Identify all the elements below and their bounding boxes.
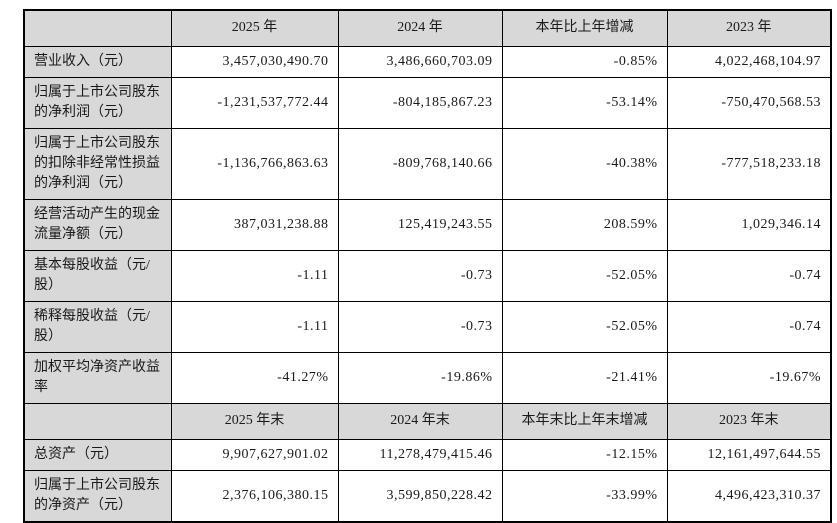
value-2023: 4,496,423,310.37 [666, 469, 832, 522]
value-2024: 125,419,243.55 [337, 198, 503, 251]
value-2023: -777,518,233.18 [666, 127, 832, 200]
value-2025: -41.27% [170, 351, 339, 404]
table-row-basic-eps: 基本每股收益（元/股） -1.11 -0.73 -52.05% -0.74 [23, 249, 832, 302]
value-2024: -809,768,140.66 [337, 127, 503, 200]
value-2025: -1.11 [170, 300, 339, 353]
value-2023: -0.74 [666, 300, 832, 353]
value-change: -53.14% [501, 76, 668, 129]
table-row-total-assets: 总资产（元） 9,907,627,901.02 11,278,479,415.4… [23, 438, 832, 471]
table-row-weighted-avg-roe: 加权平均净资产收益率 -41.27% -19.86% -21.41% -19.6… [23, 351, 832, 404]
column-header-2024-year-end: 2024 年末 [337, 402, 503, 440]
column-header-year-end-change: 本年末比上年末增减 [501, 402, 668, 440]
corner-cell [23, 9, 172, 47]
row-label: 总资产（元） [23, 438, 172, 471]
row-label: 归属于上市公司股东的净资产（元） [23, 469, 172, 522]
column-header-2024: 2024 年 [337, 9, 503, 47]
value-2025: 3,457,030,490.70 [170, 45, 339, 78]
table-row-net-assets: 归属于上市公司股东的净资产（元） 2,376,106,380.15 3,599,… [23, 469, 832, 522]
row-label: 稀释每股收益（元/股） [23, 300, 172, 353]
row-label: 归属于上市公司股东的净利润（元） [23, 76, 172, 129]
value-2023: 12,161,497,644.55 [666, 438, 832, 471]
column-header-2025: 2025 年 [170, 9, 339, 47]
value-change: -21.41% [501, 351, 668, 404]
column-header-2023-year-end: 2023 年末 [666, 402, 832, 440]
value-2023: -0.74 [666, 249, 832, 302]
value-2023: -750,470,568.53 [666, 76, 832, 129]
value-change: -52.05% [501, 300, 668, 353]
corner-cell [23, 402, 172, 440]
table-header-row-year-end: 2025 年末 2024 年末 本年末比上年末增减 2023 年末 [23, 402, 832, 440]
financial-summary-table: 2025 年 2024 年 本年比上年增减 2023 年 营业收入（元） 3,4… [23, 9, 832, 523]
table-row-diluted-eps: 稀释每股收益（元/股） -1.11 -0.73 -52.05% -0.74 [23, 300, 832, 353]
table-row-net-profit: 归属于上市公司股东的净利润（元） -1,231,537,772.44 -804,… [23, 76, 832, 129]
value-2025: -1,136,766,863.63 [170, 127, 339, 200]
row-label: 归属于上市公司股东的扣除非经常性损益的净利润（元） [23, 127, 172, 200]
value-2024: -0.73 [337, 249, 503, 302]
column-header-2025-year-end: 2025 年末 [170, 402, 339, 440]
value-change: -12.15% [501, 438, 668, 471]
row-label: 经营活动产生的现金流量净额（元） [23, 198, 172, 251]
table-row-operating-cash-flow: 经营活动产生的现金流量净额（元） 387,031,238.88 125,419,… [23, 198, 832, 251]
value-change: -52.05% [501, 249, 668, 302]
value-2024: -19.86% [337, 351, 503, 404]
row-label: 基本每股收益（元/股） [23, 249, 172, 302]
table-header-row-annual: 2025 年 2024 年 本年比上年增减 2023 年 [23, 9, 832, 47]
value-2024: -0.73 [337, 300, 503, 353]
value-2025: -1.11 [170, 249, 339, 302]
value-2024: 11,278,479,415.46 [337, 438, 503, 471]
value-2025: -1,231,537,772.44 [170, 76, 339, 129]
value-2023: -19.67% [666, 351, 832, 404]
value-2024: 3,486,660,703.09 [337, 45, 503, 78]
row-label: 加权平均净资产收益率 [23, 351, 172, 404]
table-row-net-profit-excl-nonrecurring: 归属于上市公司股东的扣除非经常性损益的净利润（元） -1,136,766,863… [23, 127, 832, 200]
value-change: 208.59% [501, 198, 668, 251]
value-2024: 3,599,850,228.42 [337, 469, 503, 522]
value-2023: 1,029,346.14 [666, 198, 832, 251]
value-change: -33.99% [501, 469, 668, 522]
value-change: -40.38% [501, 127, 668, 200]
value-2025: 387,031,238.88 [170, 198, 339, 251]
value-2025: 9,907,627,901.02 [170, 438, 339, 471]
row-label: 营业收入（元） [23, 45, 172, 78]
value-2025: 2,376,106,380.15 [170, 469, 339, 522]
value-2024: -804,185,867.23 [337, 76, 503, 129]
column-header-yoy-change: 本年比上年增减 [501, 9, 668, 47]
value-change: -0.85% [501, 45, 668, 78]
column-header-2023: 2023 年 [666, 9, 832, 47]
value-2023: 4,022,468,104.97 [666, 45, 832, 78]
table-row-revenue: 营业收入（元） 3,457,030,490.70 3,486,660,703.0… [23, 45, 832, 78]
